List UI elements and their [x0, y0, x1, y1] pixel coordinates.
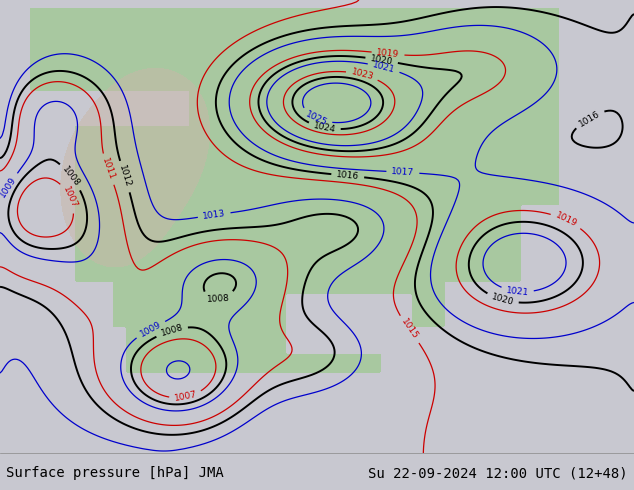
Text: 1019: 1019: [554, 211, 578, 229]
Text: 1021: 1021: [372, 60, 396, 74]
Text: 1020: 1020: [490, 292, 515, 307]
Text: 1012: 1012: [117, 164, 133, 189]
Text: 1020: 1020: [370, 54, 394, 66]
Text: 1017: 1017: [391, 167, 415, 177]
Text: 1016: 1016: [336, 170, 359, 181]
Text: Surface pressure [hPa] JMA: Surface pressure [hPa] JMA: [6, 466, 224, 481]
Text: 1023: 1023: [350, 68, 375, 82]
Text: 1021: 1021: [505, 286, 529, 297]
Text: 1008: 1008: [60, 165, 82, 189]
Text: 1008: 1008: [207, 294, 230, 304]
Text: 1007: 1007: [61, 185, 79, 210]
Text: 1019: 1019: [376, 48, 400, 59]
Text: 1016: 1016: [578, 109, 602, 128]
Text: 1013: 1013: [202, 209, 226, 221]
Text: 1024: 1024: [313, 121, 337, 134]
Text: Su 22-09-2024 12:00 UTC (12+48): Su 22-09-2024 12:00 UTC (12+48): [368, 466, 628, 481]
Text: 1009: 1009: [138, 319, 163, 339]
Text: 1015: 1015: [399, 318, 420, 342]
Text: 1011: 1011: [100, 157, 116, 182]
Text: 1008: 1008: [159, 323, 184, 338]
Text: 1007: 1007: [174, 390, 198, 403]
Text: 1025: 1025: [304, 109, 328, 127]
Text: 1009: 1009: [0, 175, 18, 199]
